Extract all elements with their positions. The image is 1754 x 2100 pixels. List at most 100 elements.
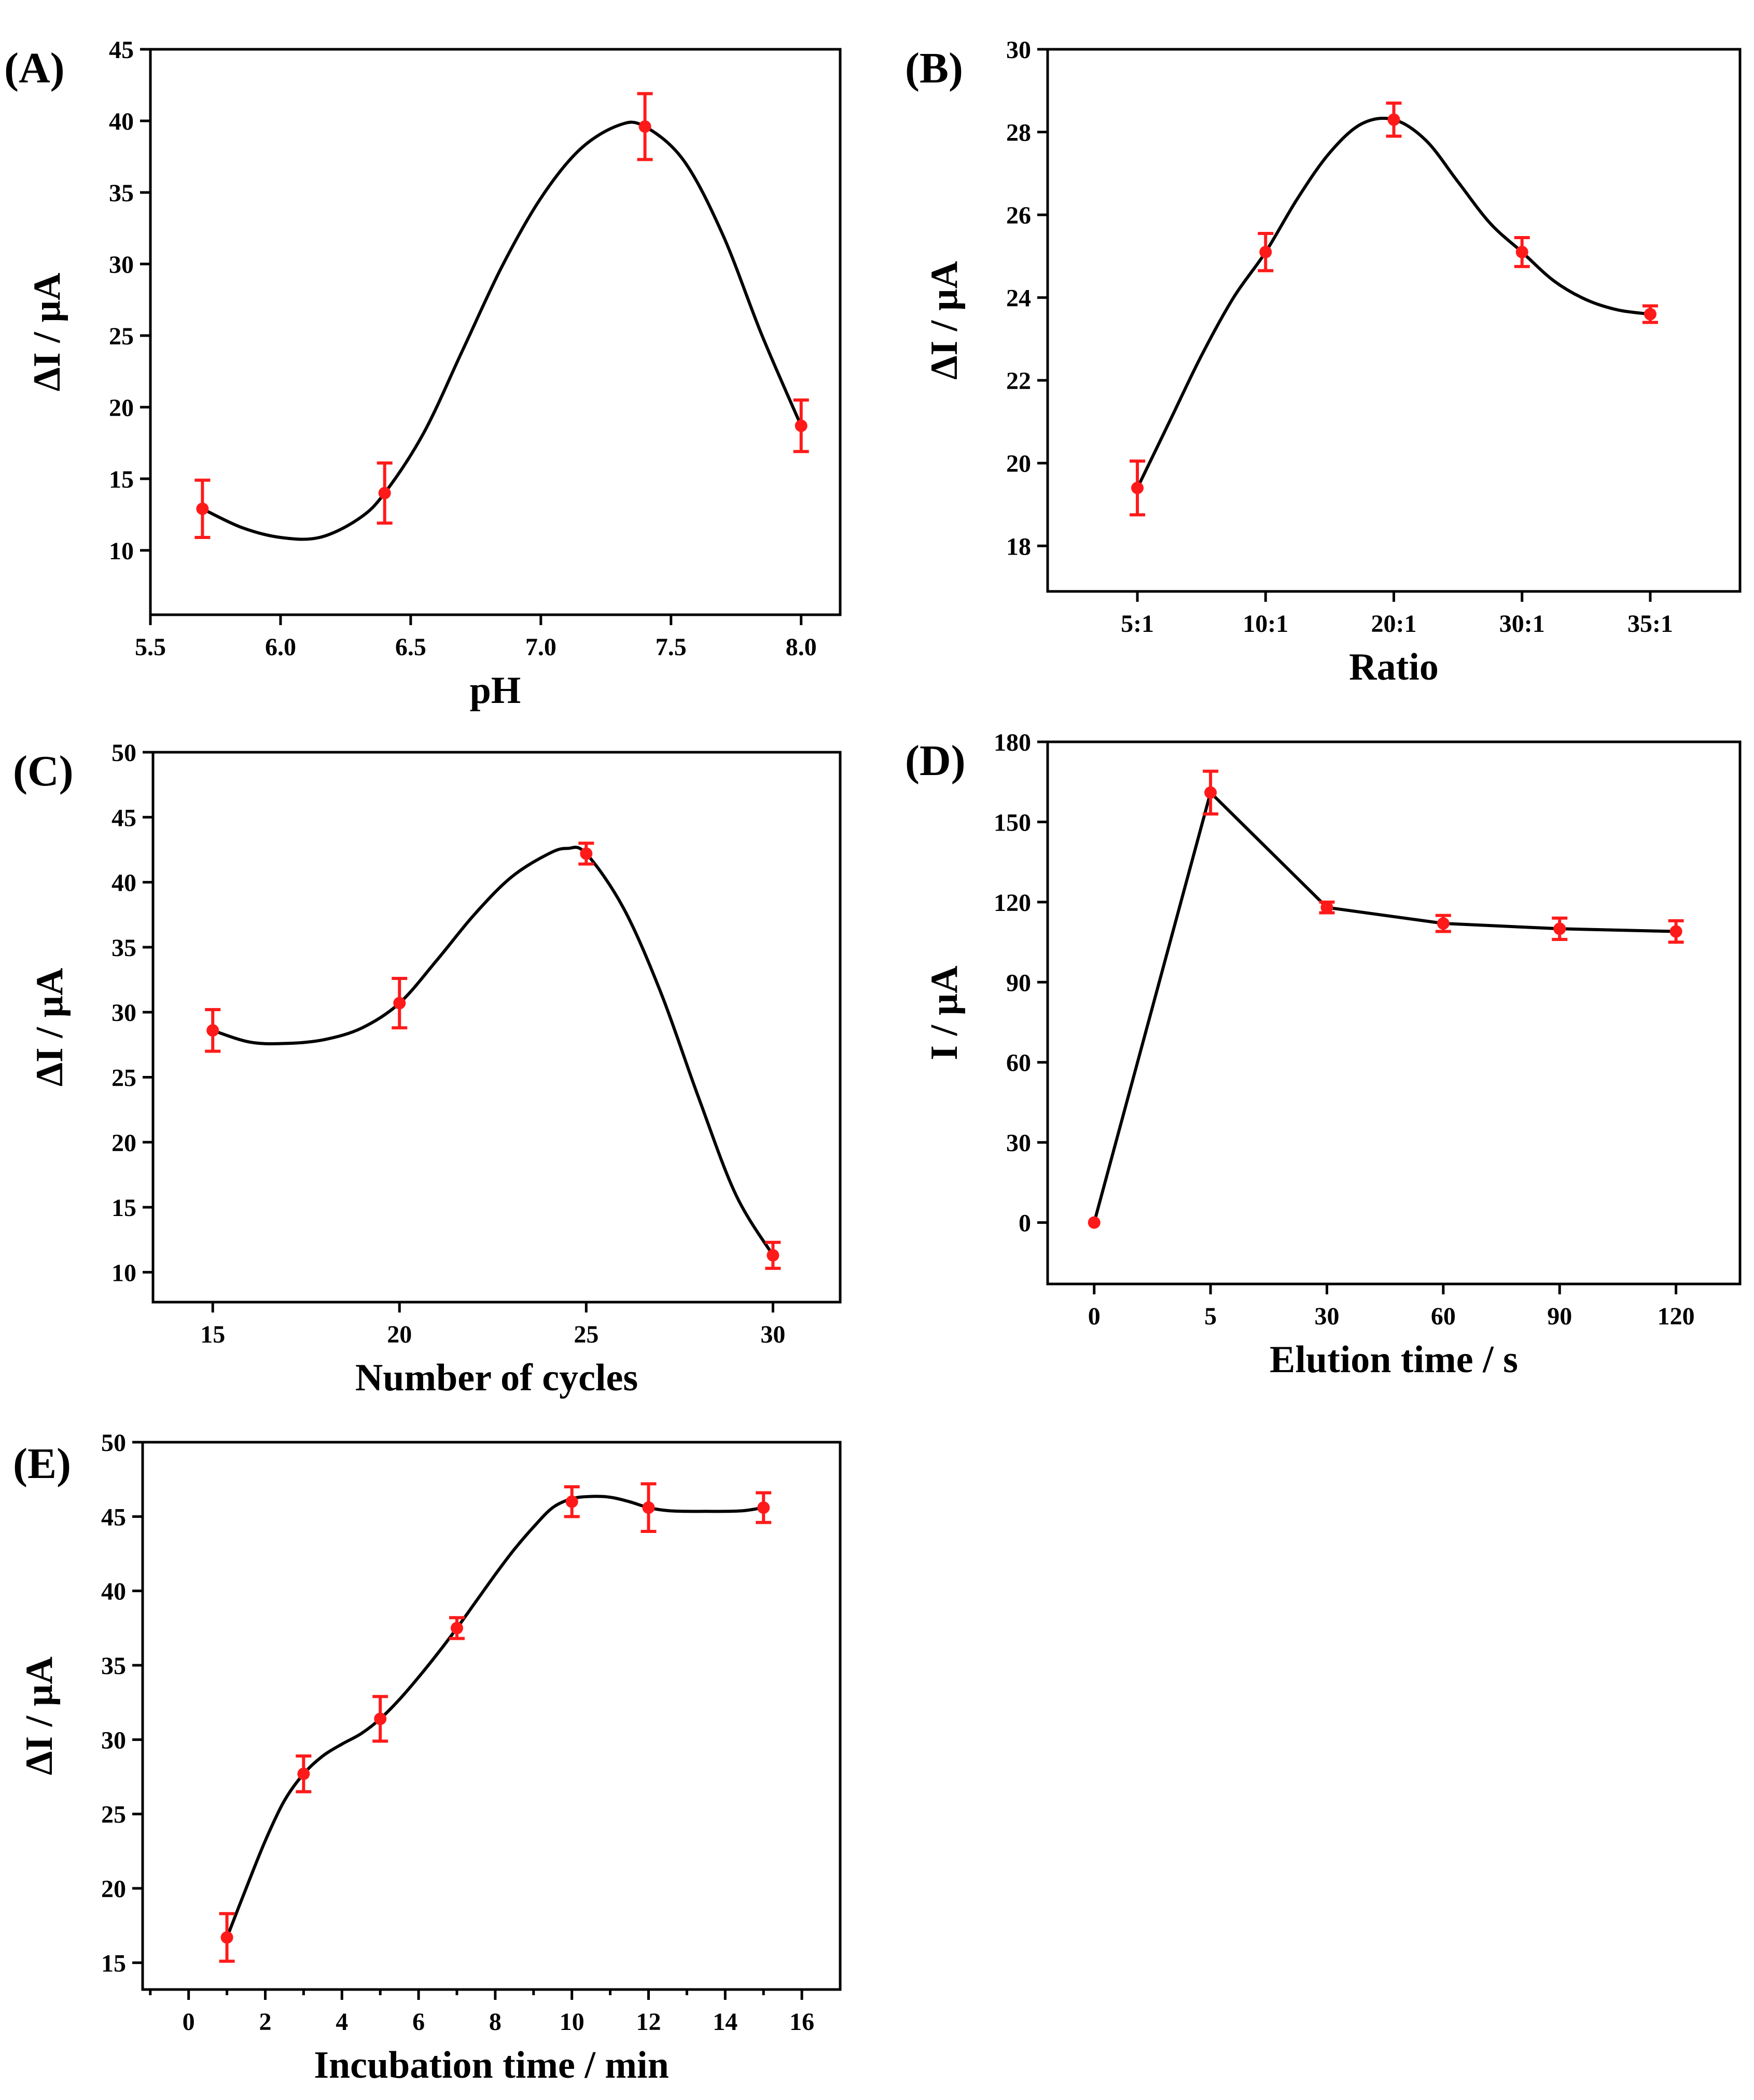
data-point: [757, 1501, 770, 1514]
x-tick-label: 6.5: [395, 633, 426, 661]
data-point: [1320, 901, 1333, 914]
x-tick-label: 5:1: [1121, 610, 1154, 638]
y-tick-label: 30: [112, 999, 136, 1027]
x-tick-label: 8.0: [786, 633, 817, 661]
y-tick-label: 10: [112, 1259, 136, 1287]
data-point: [1437, 917, 1450, 930]
x-tick-label: 30:1: [1499, 610, 1545, 638]
x-tick-label: 30: [760, 1321, 785, 1348]
x-tick-label: 8: [489, 2008, 502, 2036]
data-point: [1088, 1216, 1101, 1229]
data-point: [450, 1622, 463, 1635]
panel-c: (C) 15 20 25 30 10 15 20 25 30 35 40 45 50 Number of c…: [13, 739, 842, 1399]
data-point: [297, 1767, 310, 1780]
y-tick-label: 30: [1006, 36, 1031, 64]
fit-curve: [1136, 116, 1651, 489]
y-tick-label: 150: [994, 809, 1031, 836]
y-tick-label: 120: [994, 889, 1031, 917]
plot-frame: [1046, 740, 1742, 1286]
fit-curve: [212, 846, 774, 1256]
data-point: [580, 847, 593, 860]
x-tick-label: 30: [1314, 1303, 1339, 1330]
panel-a: (A) 5.5 6.0 6.5 7.0 7.5 8.0 10 15 20 25 30 35 40 45 pH Δ…: [4, 36, 842, 712]
fit-curve: [225, 1495, 764, 1938]
data-point: [220, 1931, 233, 1944]
data-point: [1387, 113, 1400, 126]
y-tick-label: 35: [109, 179, 134, 207]
y-tick-label: 20: [1006, 450, 1031, 478]
y-axis-title: ΔI / µA: [18, 1656, 61, 1775]
data-point: [393, 997, 406, 1010]
x-tick-label: 15: [200, 1321, 225, 1348]
y-axis-title: ΔI / µA: [29, 968, 71, 1087]
y-tick-label: 60: [1006, 1049, 1031, 1077]
x-tick-label: 16: [789, 2008, 814, 2036]
data-point: [196, 502, 209, 515]
plot-frame: [151, 751, 842, 1304]
data-point: [1553, 922, 1566, 935]
panel-b: (B) 5:1 10:1 20:1 30:1 35:1 18 20 22 24 26 28 30 Rati…: [905, 36, 1742, 688]
y-tick-label: 25: [101, 1801, 126, 1829]
x-tick-label: 90: [1547, 1303, 1572, 1330]
x-tick-label: 120: [1658, 1303, 1695, 1330]
data-point: [1644, 308, 1656, 321]
y-tick-label: 20: [109, 394, 134, 422]
x-axis-title: Incubation time / min: [314, 2044, 669, 2087]
x-tick-label: 25: [574, 1321, 598, 1348]
y-axis-title: ΔI / µA: [923, 261, 966, 380]
plot-frame: [149, 48, 842, 616]
panel-d: (D) 0 5 30 60 90 120 0 30 60 90 120 150 180 Elution ti…: [905, 729, 1742, 1381]
x-tick-label: 10:1: [1243, 610, 1288, 638]
y-tick-label: 24: [1006, 285, 1031, 312]
y-tick-label: 50: [101, 1429, 126, 1457]
y-tick-label: 15: [101, 1950, 126, 1977]
x-tick-label: 35:1: [1627, 610, 1673, 638]
data-point: [1669, 925, 1682, 938]
plot-frame: [141, 1441, 842, 1991]
x-tick-label: 6.0: [265, 633, 296, 661]
y-tick-label: 0: [1019, 1210, 1031, 1237]
x-tick-label: 5.5: [135, 633, 166, 661]
panel-label: (D): [905, 737, 966, 785]
y-tick-label: 45: [109, 36, 134, 64]
x-tick-label: 0: [183, 2008, 195, 2036]
y-tick-label: 40: [109, 108, 134, 135]
y-tick-label: 25: [112, 1064, 136, 1092]
data-point: [1204, 786, 1217, 799]
x-axis-title: Elution time / s: [1270, 1338, 1518, 1381]
x-axis-title: pH: [470, 669, 521, 712]
data-point: [206, 1024, 219, 1037]
y-axis-title: ΔI / µA: [26, 273, 68, 392]
data-point: [1131, 481, 1144, 494]
y-tick-label: 45: [112, 804, 136, 832]
data-point: [378, 487, 391, 500]
x-tick-label: 60: [1431, 1303, 1456, 1330]
y-tick-label: 30: [101, 1726, 126, 1754]
y-tick-label: 28: [1006, 119, 1031, 147]
y-tick-label: 25: [109, 323, 134, 350]
x-tick-label: 12: [636, 2008, 661, 2036]
data-point: [638, 120, 651, 133]
data-point: [795, 419, 808, 432]
x-tick-label: 6: [412, 2008, 425, 2036]
y-tick-label: 20: [101, 1875, 126, 1903]
data-point: [642, 1501, 655, 1514]
panel-label: (A): [4, 44, 65, 92]
x-tick-label: 4: [336, 2008, 348, 2036]
x-tick-label: 10: [560, 2008, 584, 2036]
y-axis-title: I / µA: [923, 965, 966, 1060]
x-tick-label: 7.0: [525, 633, 556, 661]
y-tick-label: 22: [1006, 367, 1031, 395]
y-tick-label: 180: [994, 729, 1031, 756]
y-tick-label: 15: [109, 466, 134, 493]
y-tick-label: 15: [112, 1194, 136, 1222]
panel-label: (E): [13, 1440, 71, 1488]
data-point: [1515, 245, 1528, 258]
data-point: [1259, 245, 1272, 258]
y-tick-label: 40: [101, 1578, 126, 1606]
fit-curve: [1092, 790, 1676, 1223]
y-tick-label: 35: [112, 934, 136, 962]
x-tick-label: 2: [259, 2008, 271, 2036]
y-tick-label: 30: [109, 251, 134, 279]
